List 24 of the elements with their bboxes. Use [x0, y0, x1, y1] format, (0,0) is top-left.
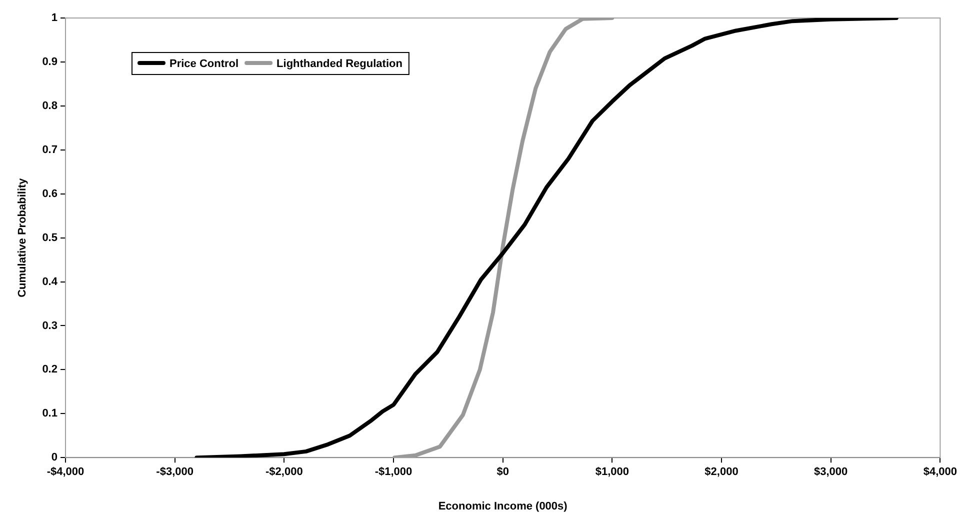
y-axis-title: Cumulative Probability — [16, 177, 29, 298]
x-tick-label: $3,000 — [814, 466, 848, 478]
legend-label: Lighthanded Regulation — [276, 58, 403, 70]
x-tick-label: $1,000 — [595, 466, 629, 478]
x-tick-label: $0 — [496, 466, 509, 478]
x-tick-label: -$2,000 — [266, 466, 303, 478]
y-tick-label: 0.4 — [42, 276, 58, 288]
y-tick-label: 0.5 — [42, 232, 58, 244]
x-tick-label: $4,000 — [923, 466, 958, 478]
y-tick-label: 0.7 — [42, 144, 58, 156]
y-tick-label: 0.6 — [42, 188, 58, 200]
y-tick-label: 0 — [51, 452, 58, 464]
y-tick-label: 0.1 — [42, 408, 58, 420]
y-tick-label: 0.8 — [42, 100, 58, 112]
x-tick-label: -$4,000 — [46, 466, 84, 478]
y-tick-label: 0.2 — [42, 364, 58, 376]
x-tick-label: -$1,000 — [374, 466, 412, 478]
y-tick-label: 0.3 — [42, 320, 58, 332]
x-axis-title: Economic Income (000s) — [438, 500, 568, 512]
x-tick-label: $2,000 — [704, 466, 738, 478]
y-tick-label: 0.9 — [42, 56, 58, 68]
y-tick-label: 1 — [51, 12, 58, 24]
x-tick-label: -$3,000 — [156, 466, 194, 478]
legend-label: Price Control — [169, 58, 239, 70]
